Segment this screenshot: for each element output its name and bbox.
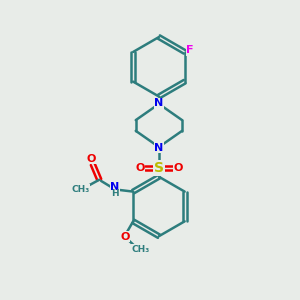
Text: O: O <box>87 154 96 164</box>
Text: CH₃: CH₃ <box>131 245 149 254</box>
Text: N: N <box>110 182 119 193</box>
Text: N: N <box>154 142 164 153</box>
Text: F: F <box>186 45 194 56</box>
Text: O: O <box>173 163 183 173</box>
Text: O: O <box>135 163 145 173</box>
Text: CH₃: CH₃ <box>71 185 89 194</box>
Text: N: N <box>154 98 164 108</box>
Text: H: H <box>111 189 119 198</box>
Text: O: O <box>120 232 130 242</box>
Text: S: S <box>154 161 164 175</box>
